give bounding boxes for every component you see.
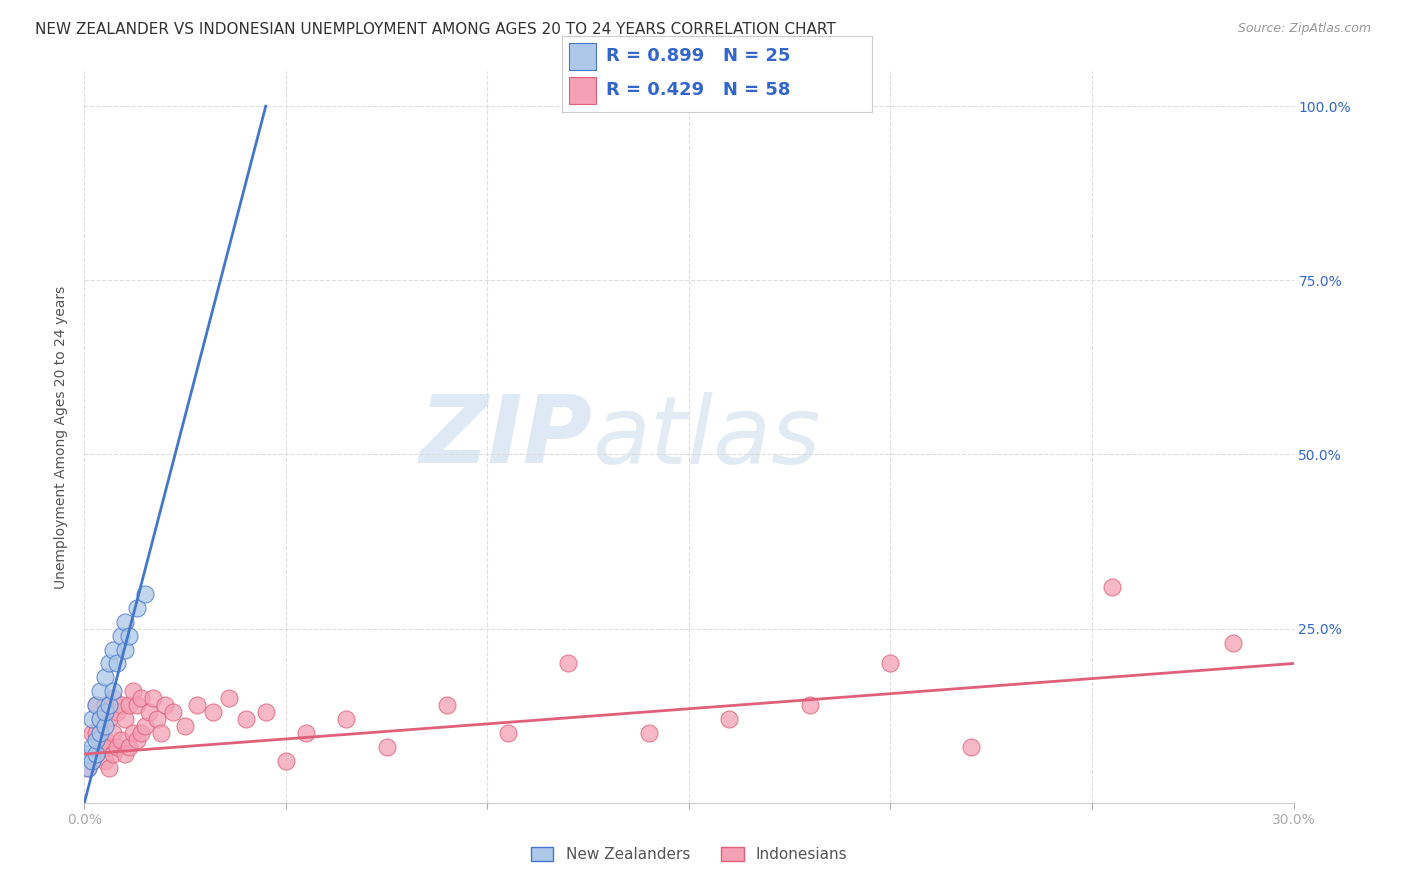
Point [86,698,108,713]
Point [93,733,115,747]
Point [97,657,120,671]
Point [118,698,141,713]
Point [557,657,579,671]
Point [436,698,458,713]
Point [375,740,398,755]
Point [118,629,141,643]
Point [86,747,108,761]
Point [174,719,197,733]
Text: atlas: atlas [592,392,821,483]
Point [89,726,111,740]
Point [138,705,160,719]
Point [97,698,120,713]
Point [82,740,104,755]
Point [114,712,136,726]
Point [101,747,124,761]
Point [97,712,120,726]
Point [637,726,659,740]
Point [335,712,357,726]
Point [129,726,152,740]
Bar [568,77,596,104]
Point [718,712,741,726]
Point [295,726,318,740]
Text: R = 0.429   N = 58: R = 0.429 N = 58 [606,81,790,99]
Point [93,670,115,684]
Point [105,657,128,671]
Point [93,754,115,768]
Point [89,740,111,755]
Point [121,726,143,740]
Point [125,733,148,747]
Text: NEW ZEALANDER VS INDONESIAN UNEMPLOYMENT AMONG AGES 20 TO 24 YEARS CORRELATION C: NEW ZEALANDER VS INDONESIAN UNEMPLOYMENT… [35,22,837,37]
Point [134,587,156,601]
Point [146,712,169,726]
Legend: New Zealanders, Indonesians: New Zealanders, Indonesians [524,841,853,868]
Point [86,698,108,713]
Text: Source: ZipAtlas.com: Source: ZipAtlas.com [1237,22,1371,36]
Point [118,740,141,755]
Point [114,747,136,761]
Point [235,712,257,726]
Point [129,691,152,706]
Point [202,705,225,719]
Point [274,754,297,768]
Point [125,698,148,713]
Point [496,726,519,740]
Point [101,684,124,698]
Point [134,719,156,733]
Point [86,733,108,747]
Point [1222,635,1244,649]
Point [114,642,136,657]
Point [105,705,128,719]
Point [89,712,111,726]
Point [93,705,115,719]
Point [77,761,100,775]
Point [162,705,184,719]
Point [879,657,901,671]
Text: R = 0.899   N = 25: R = 0.899 N = 25 [606,47,790,65]
Point [110,733,132,747]
Point [101,726,124,740]
Point [89,712,111,726]
Point [105,740,128,755]
Point [77,761,100,775]
Point [799,698,821,713]
Point [125,600,148,615]
Point [110,629,132,643]
Point [114,615,136,629]
Point [82,754,104,768]
Point [149,726,172,740]
Point [82,712,104,726]
Point [960,740,983,755]
Point [82,754,104,768]
Point [93,719,115,733]
Text: ZIP: ZIP [419,391,592,483]
Point [82,726,104,740]
Point [86,747,108,761]
Point [1101,580,1123,594]
Point [254,705,277,719]
Point [89,684,111,698]
Y-axis label: Unemployment Among Ages 20 to 24 years: Unemployment Among Ages 20 to 24 years [53,285,67,589]
Point [153,698,176,713]
Point [77,747,100,761]
Point [97,761,120,775]
Point [86,726,108,740]
Bar [568,43,596,70]
Point [101,691,124,706]
Point [142,691,165,706]
Point [101,642,124,657]
Point [186,698,208,713]
Point [110,698,132,713]
Point [121,684,143,698]
Point [218,691,240,706]
Point [93,698,115,713]
Point [97,740,120,755]
